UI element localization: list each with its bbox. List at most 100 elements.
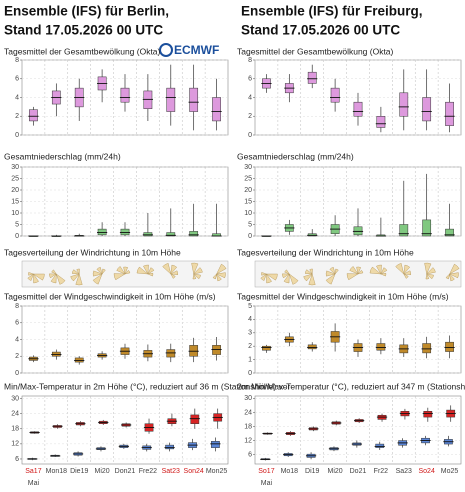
box bbox=[143, 232, 153, 237]
x-tick-label: Mo25 bbox=[441, 468, 459, 475]
box bbox=[423, 410, 433, 418]
rose-sector bbox=[265, 273, 278, 281]
y-tick-label: 30 bbox=[11, 395, 19, 402]
rose-sector bbox=[51, 269, 57, 275]
y-tick-label: 20 bbox=[244, 187, 252, 194]
rose-sector bbox=[266, 273, 272, 284]
logo: ECMWF bbox=[174, 43, 219, 57]
rose-sector bbox=[124, 270, 131, 275]
rose-sector bbox=[71, 269, 80, 275]
y-tick-label: 25 bbox=[244, 175, 252, 182]
x-tick-label: So17 bbox=[258, 468, 274, 475]
rose-sector bbox=[92, 270, 103, 277]
y-tick-label: 30 bbox=[11, 164, 19, 171]
box bbox=[399, 224, 409, 237]
x-tick-label: Mi20 bbox=[328, 468, 343, 475]
box bbox=[399, 92, 409, 117]
rose-sector bbox=[28, 272, 35, 276]
y-tick-label: 30 bbox=[244, 395, 252, 402]
box bbox=[262, 345, 271, 351]
rose-sector bbox=[369, 266, 382, 275]
rose-sector bbox=[380, 272, 387, 277]
y-tick-label: 4 bbox=[15, 94, 19, 101]
y-tick-label: 0 bbox=[248, 370, 252, 377]
y-tick-label: 0 bbox=[15, 233, 19, 240]
rose-sector bbox=[449, 263, 460, 275]
y-tick-label: 6 bbox=[15, 456, 19, 463]
month-label: Mai bbox=[261, 480, 273, 487]
rose-sector bbox=[425, 273, 430, 280]
rose-sector bbox=[215, 272, 226, 279]
y-tick-label: 18 bbox=[11, 426, 19, 433]
box bbox=[375, 443, 385, 448]
rose-sector bbox=[426, 273, 434, 280]
rose-sector bbox=[261, 272, 268, 276]
y-tick-label: 4 bbox=[15, 336, 19, 343]
plot-area bbox=[21, 395, 229, 465]
rose-sector bbox=[357, 270, 364, 275]
rose-sector bbox=[147, 267, 155, 275]
rose-sector bbox=[288, 273, 299, 285]
rose-sector bbox=[33, 273, 39, 284]
rose-sector bbox=[426, 267, 436, 275]
y-tick-label: 30 bbox=[244, 164, 252, 171]
rose-sector bbox=[284, 269, 290, 275]
rose-sector bbox=[27, 273, 34, 281]
box bbox=[445, 228, 454, 237]
rose-sector bbox=[162, 263, 172, 275]
rose-sector bbox=[136, 266, 149, 275]
rose-sector bbox=[116, 266, 126, 275]
chart-title: Tagesmittel der Windgeschwindigkeit in 1… bbox=[237, 291, 449, 301]
rose-sector bbox=[424, 262, 432, 275]
rose-sector bbox=[50, 273, 57, 284]
rose-sector bbox=[32, 273, 45, 281]
box bbox=[445, 101, 454, 126]
rose-sector bbox=[376, 264, 382, 275]
y-tick-label: 10 bbox=[244, 210, 252, 217]
rose-sector bbox=[356, 266, 361, 275]
rose-sector bbox=[325, 273, 336, 285]
rose-sector bbox=[70, 273, 80, 282]
header: Ensemble (IFS) für Berlin, bbox=[4, 4, 169, 19]
x-tick-label: Don21 bbox=[115, 468, 136, 475]
header: Stand 17.05.2026 00 UTC bbox=[241, 23, 400, 38]
rose-sector bbox=[260, 273, 267, 281]
box bbox=[190, 414, 200, 424]
rose-sector bbox=[216, 273, 222, 282]
rose-sector bbox=[191, 262, 199, 275]
y-tick-label: 20 bbox=[11, 187, 19, 194]
y-tick-label: 15 bbox=[244, 198, 252, 205]
rose-sector bbox=[403, 273, 409, 279]
header: Stand 17.05.2026 00 UTC bbox=[4, 23, 163, 38]
rose-sector bbox=[212, 273, 217, 280]
rose-sector bbox=[193, 273, 201, 280]
y-tick-label: 12 bbox=[11, 441, 19, 448]
rose-sector bbox=[309, 268, 313, 275]
rose-sector bbox=[170, 270, 179, 276]
y-tick-label: 6 bbox=[15, 320, 19, 327]
x-tick-label: Fr22 bbox=[374, 468, 389, 475]
rose-sector bbox=[403, 270, 412, 276]
box bbox=[212, 97, 221, 122]
x-tick-label: So24 bbox=[418, 468, 434, 475]
box bbox=[97, 228, 107, 236]
rose-sector bbox=[92, 273, 103, 285]
rose-sector bbox=[170, 264, 178, 275]
chart-title: Tagesmittel der Gesamtbewölkung (Okta) bbox=[237, 46, 394, 56]
rose-sector bbox=[216, 263, 227, 275]
y-tick-label: 24 bbox=[244, 409, 252, 416]
box bbox=[376, 343, 386, 351]
rose-sector bbox=[75, 273, 83, 286]
y-tick-label: 0 bbox=[248, 233, 252, 240]
header: Ensemble (IFS) für Freiburg, bbox=[241, 4, 423, 19]
x-tick-label: Sa17 bbox=[25, 468, 41, 475]
chart-title: Tagesverteilung der Windrichtung in 10m … bbox=[237, 247, 414, 257]
x-tick-label: Sat23 bbox=[162, 468, 180, 475]
rose-sector bbox=[76, 268, 80, 275]
rose-sector bbox=[449, 273, 455, 282]
chart-title: Tagesmittel der Gesamtbewölkung (Okta) bbox=[4, 46, 161, 56]
box bbox=[376, 116, 386, 128]
y-tick-label: 0 bbox=[15, 370, 19, 377]
